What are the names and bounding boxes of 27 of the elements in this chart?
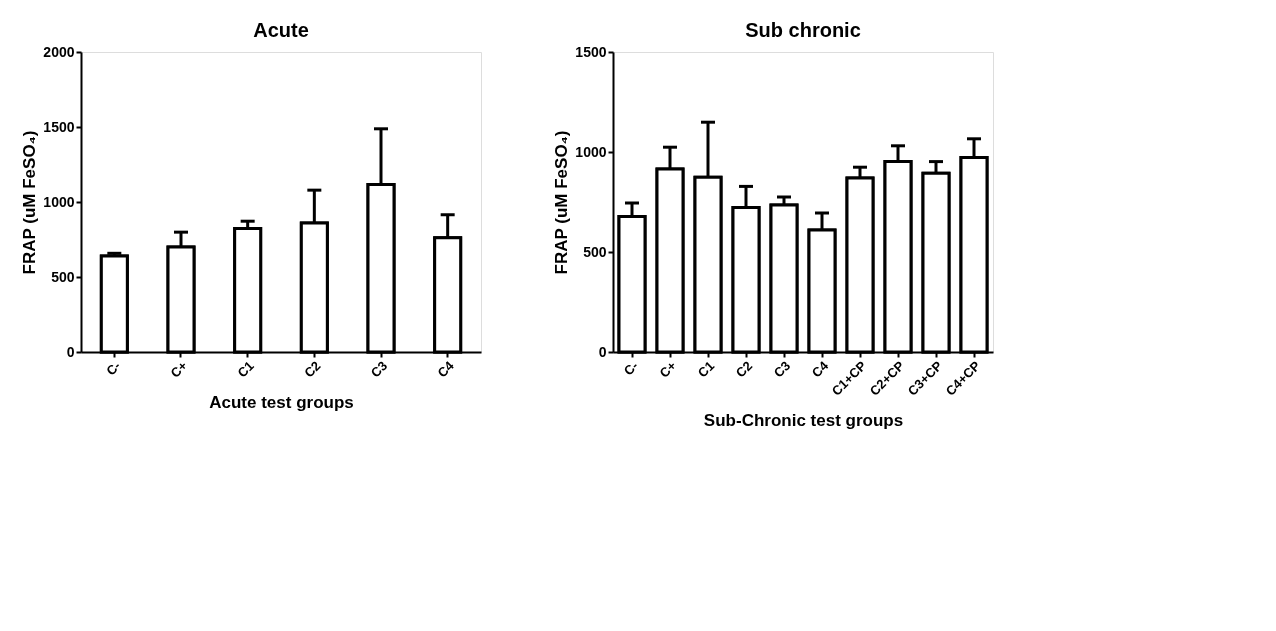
y-tick-label: 0 <box>598 343 607 360</box>
chart-title: Acute <box>253 19 309 41</box>
y-tick-label: 1000 <box>575 143 607 160</box>
y-tick-label: 0 <box>66 343 75 360</box>
x-tick-label: C2 <box>301 358 324 381</box>
x-tick-label: C4 <box>434 357 458 381</box>
x-tick-label: C- <box>103 358 124 379</box>
x-tick-label: C4 <box>808 357 832 381</box>
y-tick-label: 500 <box>51 268 75 285</box>
x-tick-label: C+ <box>167 357 191 381</box>
x-axis-title: Acute test groups <box>209 392 354 412</box>
chart-title: Sub chronic <box>745 19 861 41</box>
x-tick-label: C3 <box>367 358 391 381</box>
y-axis-title: FRAP (uM FeSO₄) <box>552 130 572 275</box>
y-tick-label: 1500 <box>575 43 607 60</box>
x-tick-label: C1 <box>694 358 718 381</box>
y-tick-label: 500 <box>583 243 607 260</box>
x-tick-label: C1 <box>234 358 257 381</box>
x-tick-label: C2 <box>732 358 756 381</box>
y-tick-label: 1500 <box>43 118 75 135</box>
x-axis-title: Sub-Chronic test groups <box>703 410 904 430</box>
x-tick-label: C- <box>620 358 642 379</box>
x-tick-label: C3 <box>770 358 794 381</box>
x-tick-label: C+ <box>656 357 680 381</box>
y-tick-label: 1000 <box>43 193 75 210</box>
y-axis-title: FRAP (uM FeSO₄) <box>20 130 40 275</box>
y-tick-label: 2000 <box>43 43 75 60</box>
